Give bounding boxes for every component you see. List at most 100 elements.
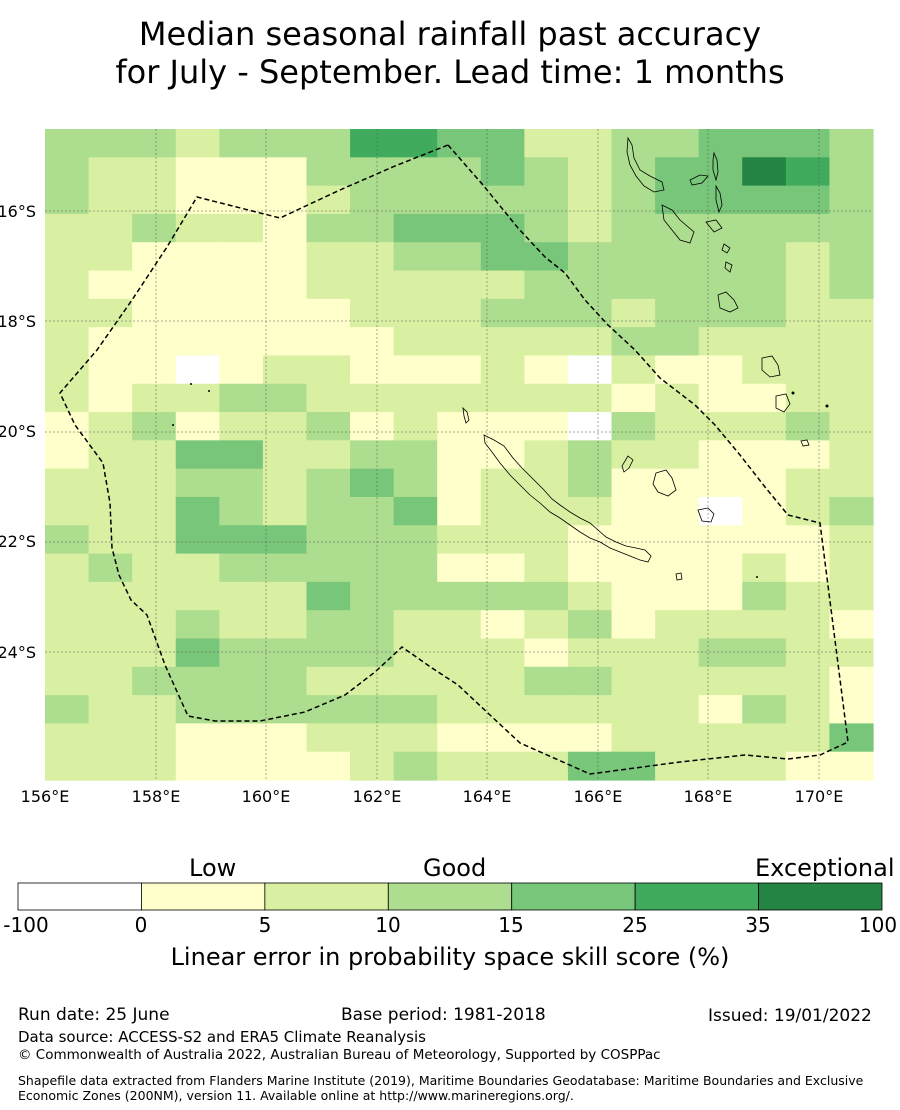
- grid-cell: [698, 440, 743, 470]
- grid-cell: [350, 213, 395, 243]
- grid-cell: [829, 298, 874, 328]
- grid-cell: [262, 327, 308, 357]
- grid-cell: [698, 242, 743, 272]
- grid-cell: [45, 129, 90, 158]
- grid-cell: [437, 440, 482, 470]
- grid-cell: [175, 412, 220, 441]
- grid-cell: [306, 157, 351, 187]
- grid-cell: [262, 468, 308, 498]
- grid-cell: [306, 666, 351, 696]
- grid-cell: [437, 270, 482, 300]
- grid-cell: [742, 581, 787, 611]
- grid-cell: [829, 581, 874, 611]
- grid-cell: [524, 638, 569, 668]
- grid-cell: [480, 581, 525, 611]
- grid-cell: [480, 213, 525, 243]
- grid-cell: [611, 581, 656, 611]
- grid-cell: [393, 412, 438, 441]
- grid-cell: [524, 666, 569, 696]
- grid-cell: [655, 412, 700, 441]
- grid-cell: [437, 610, 482, 640]
- grid-cell: [175, 242, 220, 272]
- grid-cell: [132, 581, 177, 611]
- grid-cell: [785, 157, 831, 187]
- grid-cell: [567, 412, 613, 441]
- grid-cell: [698, 610, 743, 640]
- grid-cell: [262, 213, 308, 243]
- grid-cell: [437, 525, 482, 555]
- grid-cell: [655, 581, 700, 611]
- grid-cell: [785, 270, 831, 300]
- grid-cell: [742, 185, 787, 215]
- grid-cell: [698, 412, 743, 441]
- chart-title-line-1: Median seasonal rainfall past accuracy: [138, 15, 762, 53]
- grid-cell: [480, 129, 525, 158]
- grid-cell: [132, 610, 177, 640]
- issued-date: Issued: 19/01/2022: [708, 1006, 872, 1026]
- grid-cell: [132, 412, 177, 441]
- grid-cell: [611, 213, 656, 243]
- grid-cell: [88, 440, 133, 470]
- grid-cell: [306, 638, 351, 668]
- grid-cell: [698, 298, 743, 328]
- grid-cell: [524, 383, 569, 413]
- grid-cell: [698, 355, 743, 385]
- grid-cell: [132, 666, 177, 696]
- grid-cell: [785, 638, 831, 668]
- grid-cell: [785, 383, 831, 413]
- grid-cell: [567, 751, 613, 781]
- grid-cell: [45, 638, 90, 668]
- tanna-island: [775, 393, 791, 413]
- grid-cell: [88, 327, 133, 357]
- grid-cell: [45, 695, 90, 724]
- grid-cell: [45, 666, 90, 696]
- grid-cell: [350, 581, 395, 611]
- grid-cell: [437, 468, 482, 498]
- grid-cell: [132, 496, 177, 526]
- grid-cell: [567, 638, 613, 668]
- grid-cell: [567, 610, 613, 640]
- grid-cell: [829, 695, 874, 724]
- grid-cell: [175, 525, 220, 555]
- lon-label: 168°E: [684, 787, 733, 806]
- grid-cell: [480, 383, 525, 413]
- grid-cell: [785, 723, 831, 753]
- grid-cell: [393, 383, 438, 413]
- grid-cell: [306, 723, 351, 753]
- grid-cell: [350, 440, 395, 470]
- grid-cell: [829, 185, 874, 215]
- grid-cell: [655, 751, 700, 781]
- grid-cell: [567, 242, 613, 272]
- grid-cell: [524, 496, 569, 526]
- grid-cell: [350, 553, 395, 583]
- grid-cell: [132, 270, 177, 300]
- grid-cell: [567, 298, 613, 328]
- grid-cell: [88, 581, 133, 611]
- grid-cell: [262, 355, 308, 385]
- grid-cell: [88, 553, 133, 583]
- grid-cell: [480, 242, 525, 272]
- colorbar-category-low: Low: [189, 854, 237, 882]
- grid-cell: [45, 525, 90, 555]
- grid-cell: [219, 213, 264, 243]
- grid-cell: [306, 213, 351, 243]
- grid-cell: [219, 610, 264, 640]
- grid-cell: [742, 496, 787, 526]
- grid-cell: [88, 610, 133, 640]
- ambae-island: [689, 174, 709, 186]
- grid-cell: [698, 468, 743, 498]
- grid-cell: [611, 270, 656, 300]
- grid-cell: [524, 270, 569, 300]
- grid-cell: [306, 610, 351, 640]
- grid-cell: [567, 581, 613, 611]
- grid-cell: [175, 355, 220, 385]
- grid-cell: [306, 242, 351, 272]
- grid-cell: [480, 751, 525, 781]
- grid-cell: [655, 610, 700, 640]
- grid-cell: [698, 129, 743, 158]
- grid-cell: [88, 751, 133, 781]
- grid-cell: [611, 242, 656, 272]
- grid-cell: [524, 695, 569, 724]
- grid-cell: [524, 129, 569, 158]
- grid-cell: [785, 610, 831, 640]
